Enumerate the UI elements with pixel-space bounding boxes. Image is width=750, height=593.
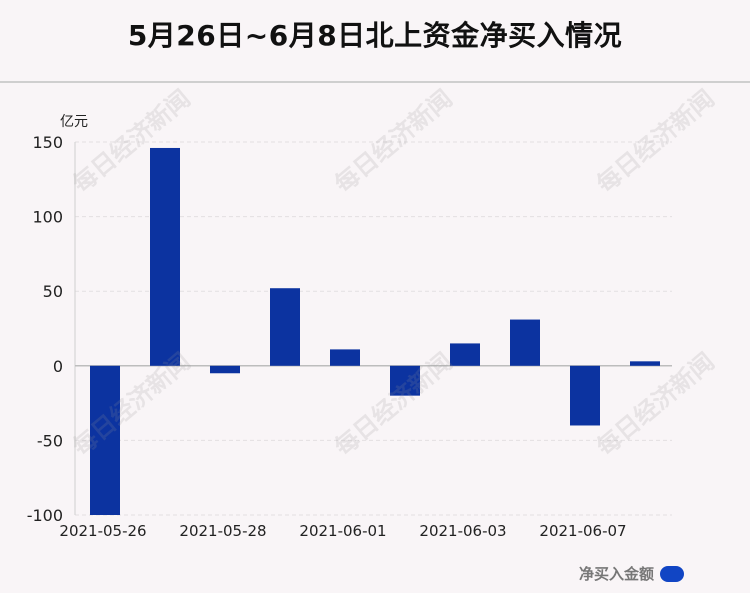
legend: 净买入金额: [579, 563, 684, 584]
y-tick-label: 150: [32, 133, 63, 152]
x-tick-label: 2021-05-26: [59, 522, 146, 540]
bar: [390, 365, 420, 396]
bar: [90, 365, 120, 515]
bars: [90, 147, 660, 515]
y-tick-label: -50: [37, 431, 63, 450]
bar: [270, 288, 300, 366]
y-tick-labels: 150 100 50 0 -50 -100: [27, 133, 63, 525]
bar: [450, 343, 480, 366]
y-tick-label: 50: [43, 282, 63, 301]
bar: [210, 365, 240, 374]
x-tick-labels: 2021-05-26 2021-05-28 2021-06-01 2021-06-03…: [59, 522, 626, 540]
x-tick-label: 2021-06-03: [419, 522, 506, 540]
x-tick-label: 2021-06-07: [539, 522, 626, 540]
bar: [630, 361, 660, 366]
bar: [330, 349, 360, 366]
bar: [510, 319, 540, 366]
chart-title: 5月26日~6月8日北上资金净买入情况: [127, 19, 623, 52]
title-divider: [0, 81, 750, 83]
x-tick-label: 2021-06-01: [299, 522, 386, 540]
x-tick-label: 2021-05-28: [179, 522, 266, 540]
legend-label: 净买入金额: [578, 565, 654, 583]
y-axis-unit: 亿元: [60, 114, 88, 130]
y-tick-label: 0: [53, 357, 63, 376]
bar: [150, 147, 180, 366]
y-tick-label: -100: [27, 506, 63, 525]
legend-swatch: [660, 565, 684, 582]
y-tick-label: 100: [32, 208, 63, 227]
bar: [570, 365, 600, 426]
